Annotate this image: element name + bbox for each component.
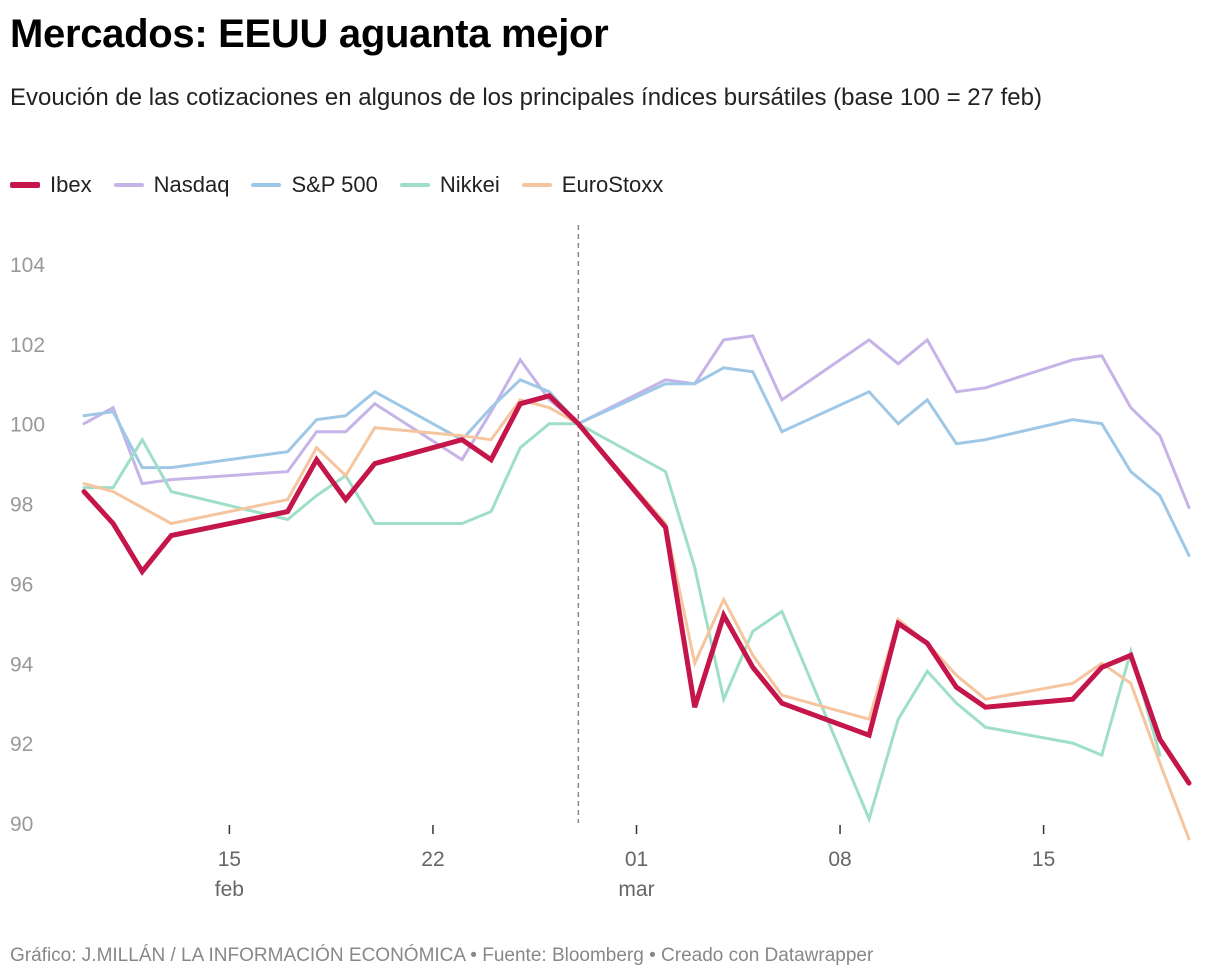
legend-item: S&P 500 [251,172,378,198]
chart-title: Mercados: EEUU aguanta mejor [10,12,609,56]
legend-label: S&P 500 [291,172,378,197]
legend-swatch [521,183,552,187]
y-tick-label: 90 [10,813,33,836]
y-tick-label: 92 [10,733,33,756]
legend-label: EuroStoxx [561,172,664,197]
legend-swatch [251,183,282,187]
legend: Ibex Nasdaq S&P 500 Nikkei EuroStoxx [10,172,685,198]
legend-swatch [399,183,430,187]
chart-footer: Gráfico: J.MILLÁN / LA INFORMACIÓN ECONÓ… [10,945,874,966]
series-line-nikkei [82,422,1162,824]
legend-swatch [10,182,40,188]
x-tick-label: 22 [421,848,444,871]
legend-item: Ibex [10,172,92,198]
legend-label: Nikkei [439,172,500,197]
x-tick-label: 15 [1032,848,1055,871]
x-tick-label: 15 [218,848,241,871]
legend-item: Nasdaq [113,172,230,198]
series-line-ibex [81,393,1192,786]
legend-item: Nikkei [399,172,500,198]
y-tick-label: 100 [10,414,45,437]
series-line-s-p-500 [82,366,1191,557]
x-tick-sublabel: mar [618,878,654,901]
chart-subtitle: Evoución de las cotizaciones en algunos … [10,84,1042,111]
y-tick-label: 94 [10,653,34,676]
y-tick-label: 96 [10,573,33,596]
series-line-eurostoxx [82,398,1191,841]
x-tick-label: 01 [625,848,648,871]
series-line-nasdaq [82,334,1191,510]
x-tick-label: 08 [828,848,851,871]
legend-swatch [113,183,144,187]
legend-item: EuroStoxx [521,172,664,198]
y-tick-label: 98 [10,494,33,517]
y-tick-label: 102 [10,334,45,357]
x-tick-sublabel: feb [215,878,244,901]
legend-label: Ibex [50,172,92,197]
legend-label: Nasdaq [153,172,230,197]
y-tick-label: 104 [10,254,45,277]
